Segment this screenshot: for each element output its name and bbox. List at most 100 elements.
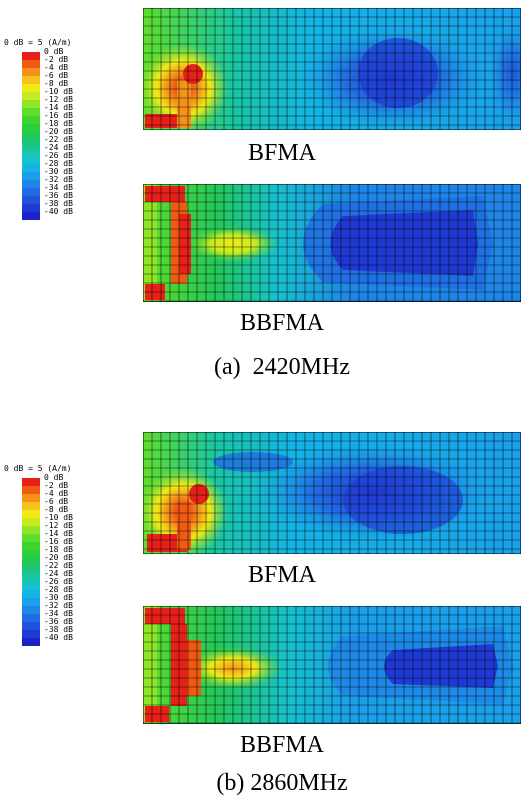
- field-map-bbfma-2860: [143, 606, 521, 724]
- legend-swatch: [22, 52, 40, 60]
- figure-label: (b) 2860MHz: [216, 770, 348, 796]
- legend-tick-label: -38 dB: [44, 199, 73, 208]
- legend-swatch: [22, 204, 40, 212]
- legend-swatch: [22, 180, 40, 188]
- panel-caption: BBFMA: [239, 310, 325, 336]
- legend-swatch: [22, 582, 40, 590]
- legend-swatch: [22, 494, 40, 502]
- figure-label: (a) 2420MHz: [214, 354, 350, 380]
- legend-tick-label: -32 dB: [44, 601, 73, 610]
- legend-swatch: [22, 622, 40, 630]
- legend-tick-label: -24 dB: [44, 569, 73, 578]
- legend-tick-label: -20 dB: [44, 553, 73, 562]
- legend-tick-label: -4 dB: [44, 489, 69, 498]
- legend-swatch: [22, 590, 40, 598]
- panel-caption: BFMA: [247, 140, 317, 166]
- legend-tick-label: -40 dB: [44, 633, 73, 642]
- legend-tick-label: -8 dB: [44, 505, 69, 514]
- legend-swatch: [22, 638, 40, 646]
- panel-caption: BFMA: [247, 562, 317, 588]
- legend-tick-label: -26 dB: [44, 151, 73, 160]
- legend-swatch: [22, 124, 40, 132]
- legend-tick-label: -34 dB: [44, 183, 73, 192]
- legend-tick-label: -26 dB: [44, 577, 73, 586]
- field-map-bbfma-2420: [143, 184, 521, 302]
- legend-swatch: [22, 574, 40, 582]
- legend-swatch: [22, 132, 40, 140]
- legend-tick-label: -20 dB: [44, 127, 73, 136]
- legend-tick-label: -2 dB: [44, 55, 69, 64]
- field-map-svg: [143, 606, 521, 724]
- field-map-svg: [143, 432, 521, 554]
- field-map-svg: [143, 184, 521, 302]
- legend-swatch: [22, 68, 40, 76]
- legend-swatch: [22, 606, 40, 614]
- legend-swatch: [22, 486, 40, 494]
- legend-tick-label: -12 dB: [44, 521, 73, 530]
- legend-swatch: [22, 164, 40, 172]
- legend-tick-label: -40 dB: [44, 207, 73, 216]
- panel-caption: BBFMA: [239, 732, 325, 758]
- legend-tick-label: -12 dB: [44, 95, 73, 104]
- legend-swatch: [22, 558, 40, 566]
- legend-tick-label: -32 dB: [44, 175, 73, 184]
- legend-tick-label: -36 dB: [44, 191, 73, 200]
- legend-swatch: [22, 550, 40, 558]
- legend-tick-label: -4 dB: [44, 63, 69, 72]
- legend-tick-label: -14 dB: [44, 103, 73, 112]
- legend-swatch: [22, 116, 40, 124]
- legend-tick-label: -18 dB: [44, 119, 73, 128]
- legend-tick-label: -6 dB: [44, 497, 69, 506]
- legend-tick-label: -10 dB: [44, 513, 73, 522]
- legend-b: 0 dB = 5 (A/m) 0 dB -2 dB -4 dB -6 dB -8 dB -…: [4, 464, 104, 704]
- legend-swatch: [22, 630, 40, 638]
- mesh-grid: [143, 184, 521, 302]
- legend-title: 0 dB = 5 (A/m): [4, 464, 72, 473]
- legend-swatch: [22, 100, 40, 108]
- legend-swatch: [22, 534, 40, 542]
- legend-tick-label: -30 dB: [44, 593, 73, 602]
- legend-swatch: [22, 542, 40, 550]
- legend-swatch: [22, 502, 40, 510]
- legend-tick-label: -22 dB: [44, 135, 73, 144]
- legend-swatch: [22, 510, 40, 518]
- legend-swatch: [22, 156, 40, 164]
- legend-tick-label: -2 dB: [44, 481, 69, 490]
- field-map-svg: [143, 8, 521, 130]
- field-map-bfma-2420: [143, 8, 521, 130]
- legend-swatch: [22, 212, 40, 220]
- legend-tick-label: -38 dB: [44, 625, 73, 634]
- legend-swatch: [22, 518, 40, 526]
- legend-swatch: [22, 196, 40, 204]
- field-map-bfma-2860: [143, 432, 521, 554]
- legend-tick-label: -18 dB: [44, 545, 73, 554]
- legend-tick-label: -14 dB: [44, 529, 73, 538]
- mesh-grid: [143, 8, 521, 130]
- legend-tick-label: -10 dB: [44, 87, 73, 96]
- legend-tick-label: 0 dB: [44, 47, 64, 56]
- legend-tick-label: -34 dB: [44, 609, 73, 618]
- legend-tick-label: -8 dB: [44, 79, 69, 88]
- legend-tick-label: -36 dB: [44, 617, 73, 626]
- legend-swatch: [22, 478, 40, 486]
- legend-tick-label: -16 dB: [44, 537, 73, 546]
- legend-swatch: [22, 84, 40, 92]
- legend-swatch: [22, 526, 40, 534]
- legend-swatch: [22, 108, 40, 116]
- legend-tick-label: -30 dB: [44, 167, 73, 176]
- legend-swatch: [22, 614, 40, 622]
- legend-a: 0 dB = 5 (A/m) 0 dB -2 dB -4 dB -6 dB -8 dB -…: [4, 38, 104, 278]
- legend-swatch: [22, 566, 40, 574]
- legend-tick-label: 0 dB: [44, 473, 64, 482]
- legend-swatch: [22, 188, 40, 196]
- legend-swatch: [22, 92, 40, 100]
- legend-swatch: [22, 140, 40, 148]
- legend-tick-label: -28 dB: [44, 585, 73, 594]
- legend-tick-label: -16 dB: [44, 111, 73, 120]
- mesh-grid: [143, 432, 521, 554]
- legend-swatch: [22, 598, 40, 606]
- legend-swatch: [22, 60, 40, 68]
- mesh-grid: [143, 606, 521, 724]
- legend-tick-label: -22 dB: [44, 561, 73, 570]
- legend-swatch: [22, 76, 40, 84]
